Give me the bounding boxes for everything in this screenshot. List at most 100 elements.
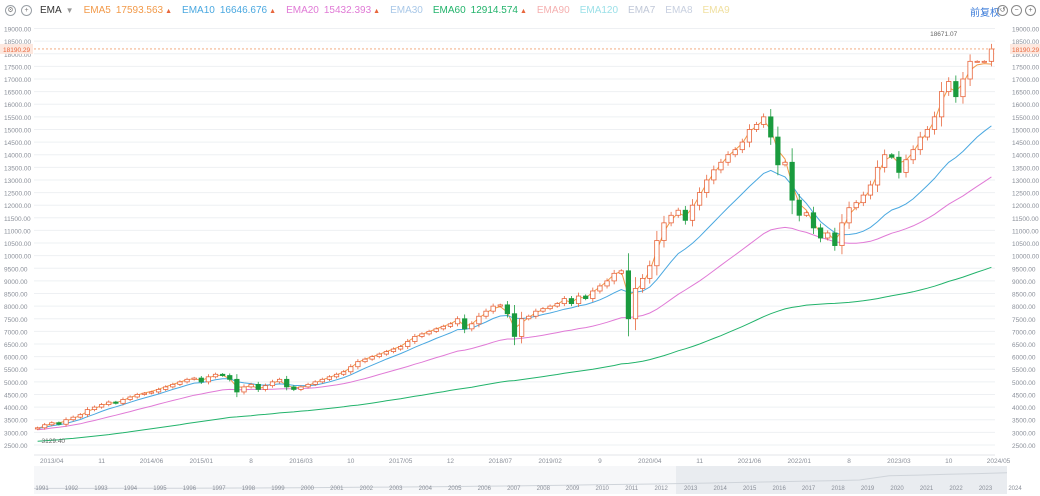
- candle-body: [141, 392, 147, 395]
- candle-body: [284, 378, 290, 388]
- navigator-year-label: 2007: [507, 486, 521, 492]
- candle-body: [704, 179, 710, 193]
- candle-body: [896, 156, 902, 173]
- ema-legend-item[interactable]: EMA90: [537, 5, 570, 16]
- candle-body: [967, 60, 973, 80]
- candle-body: [846, 207, 852, 224]
- current-price-tag-left: [0, 43, 33, 54]
- ema-legend-item[interactable]: EMA20 15432.393 ▲: [286, 5, 380, 16]
- navigator-year-label: 1993: [94, 486, 108, 492]
- candle-body: [462, 318, 468, 330]
- candle-body: [696, 192, 703, 206]
- x-tick-label: 2020/04: [638, 458, 662, 465]
- settings-icon[interactable]: ⚙: [5, 4, 16, 16]
- ema-legend-item[interactable]: EMA60 12914.574 ▲: [433, 5, 527, 16]
- add-indicator-icon[interactable]: +: [21, 4, 32, 16]
- ema-legend-label: EMA60: [432, 4, 466, 16]
- y-tick-label: 10500.00: [1012, 241, 1039, 248]
- candle-body: [390, 348, 397, 352]
- indicator-name[interactable]: EMA: [40, 4, 62, 16]
- candle-body: [241, 386, 247, 393]
- y-tick-label: 3000.00: [4, 430, 28, 437]
- candle-body: [874, 166, 881, 186]
- zoom-in-icon[interactable]: +: [1025, 5, 1036, 16]
- ema-legend-label: EMA7: [628, 4, 656, 16]
- candle-body: [768, 116, 774, 138]
- trend-arrow-icon: ▲: [165, 7, 173, 15]
- candle-body: [106, 401, 112, 405]
- navigator-year-label: 2024: [1008, 486, 1022, 492]
- range-navigator[interactable]: 1991 1992 1993 1994 1995 1996 1997 1998 1999 2000…: [34, 466, 1022, 494]
- candle-body: [369, 356, 375, 360]
- candle-body: [604, 280, 610, 287]
- x-tick-label: 2017/05: [389, 458, 413, 465]
- candle-body: [326, 376, 333, 380]
- navigator-year-label: 2021: [920, 486, 934, 492]
- candle-body: [305, 383, 311, 388]
- candle-body: [127, 396, 133, 400]
- x-tick-label: 2021/06: [738, 458, 762, 465]
- navigator-year-label: 2002: [360, 486, 374, 492]
- candle-body: [825, 232, 831, 239]
- ema-legend-item[interactable]: EMA30: [390, 5, 423, 16]
- candle-body: [405, 341, 411, 347]
- candle-body: [483, 310, 489, 317]
- ema-legend-label: EMA90: [536, 4, 570, 16]
- candle-body: [782, 161, 788, 166]
- y-tick-label: 13500.00: [4, 165, 31, 172]
- ema-legend-item[interactable]: EMA7: [628, 5, 655, 16]
- navigator-year-label: 1997: [212, 486, 226, 492]
- candle-body: [212, 373, 219, 378]
- x-tick-label: 2024/05: [987, 458, 1011, 465]
- navigator-year-label: 2023: [979, 486, 993, 492]
- y-tick-label: 16500.00: [4, 90, 31, 97]
- candle-body: [469, 323, 475, 330]
- current-price-label-right: 18190.29: [1012, 47, 1039, 54]
- candle-body: [668, 214, 674, 224]
- ema-legend-item[interactable]: EMA9: [703, 5, 730, 16]
- zoom-out-icon[interactable]: −: [1011, 5, 1022, 16]
- y-tick-label: 14000.00: [1012, 153, 1039, 160]
- candle-body: [853, 202, 859, 209]
- ema-legend-item[interactable]: EMA5 17593.563 ▲: [84, 5, 172, 16]
- candle-body: [732, 149, 738, 156]
- candle-body: [803, 212, 809, 216]
- candle-body: [497, 304, 503, 307]
- candle-body: [120, 399, 126, 404]
- ema-legend-item[interactable]: EMA8: [665, 5, 692, 16]
- reset-icon[interactable]: ↺: [997, 5, 1008, 16]
- x-tick-label: 11: [98, 458, 105, 465]
- candle-body: [561, 298, 567, 305]
- x-tick-label: 2013/04: [40, 458, 64, 465]
- navigator-year-label: 2011: [625, 486, 639, 492]
- y-tick-label: 5500.00: [4, 367, 28, 374]
- adjust-button[interactable]: 前复权: [970, 8, 1000, 19]
- candle-body: [412, 336, 418, 342]
- ema-legend-item[interactable]: EMA10 16646.676 ▲: [182, 5, 276, 16]
- trend-arrow-icon: ▲: [519, 7, 527, 15]
- candle-body: [946, 81, 952, 93]
- y-tick-label: 19000.00: [4, 27, 31, 34]
- candle-body: [77, 414, 83, 418]
- current-price-tag-right: [1010, 43, 1040, 54]
- ema-legend-value: 16646.676: [219, 4, 268, 16]
- chevron-down-icon[interactable]: ▼: [65, 5, 74, 15]
- candle-body: [113, 401, 119, 404]
- candle-body: [817, 227, 824, 239]
- ema-legend-item[interactable]: EMA120: [580, 5, 618, 16]
- y-tick-label: 2500.00: [4, 443, 28, 450]
- candle-body: [924, 129, 930, 138]
- navigator-year-label: 1991: [35, 486, 49, 492]
- candle-body: [583, 295, 589, 299]
- candle-body: [63, 419, 69, 425]
- high-price-label: 18671.07: [930, 31, 957, 38]
- navigator-year-label: 2017: [802, 486, 816, 492]
- y-tick-label: 8500.00: [4, 292, 28, 299]
- candle-body: [661, 222, 667, 241]
- candle-body: [867, 184, 874, 196]
- y-tick-label: 7000.00: [1012, 329, 1036, 336]
- candle-body: [490, 305, 496, 312]
- candle-body: [568, 298, 575, 305]
- candle-body: [725, 154, 731, 163]
